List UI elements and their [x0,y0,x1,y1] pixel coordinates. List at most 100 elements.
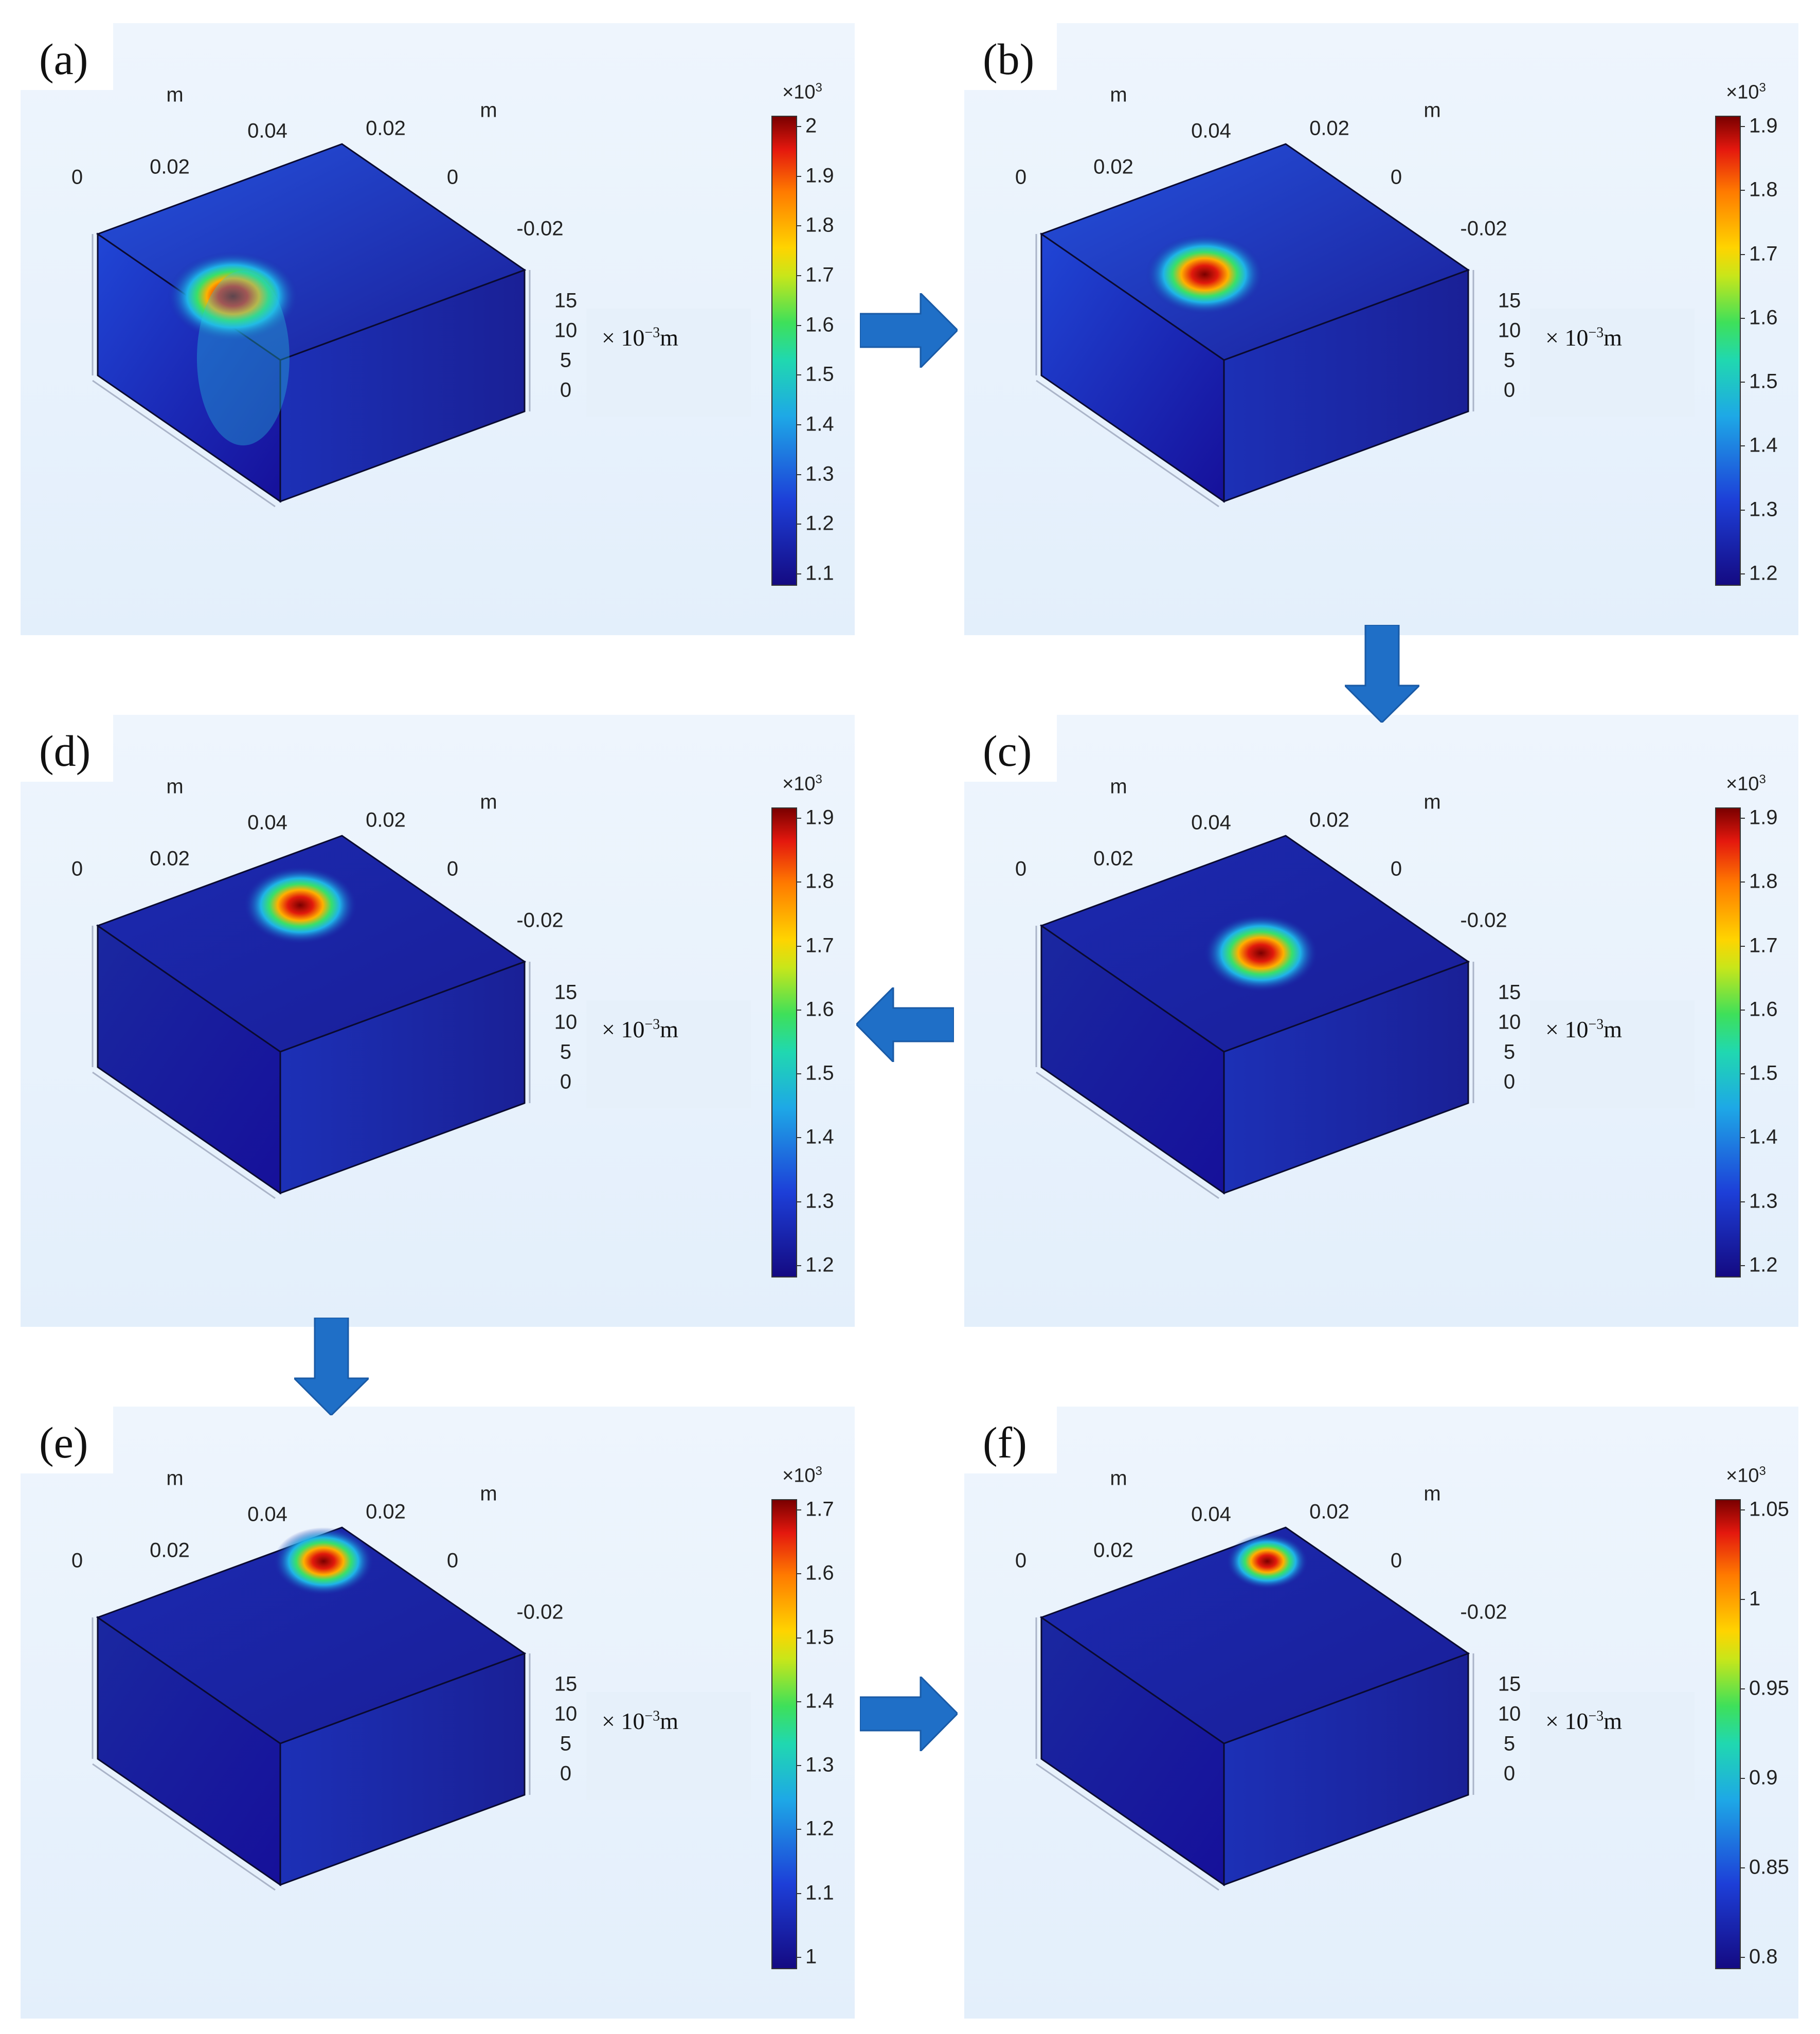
heat-source-spot [167,251,299,341]
arrow-right-e-to-f [860,1677,958,1751]
unit-base: × 10 [1545,325,1589,351]
panel-label-box: (b) [964,23,1057,90]
colorbar-tick-label: 1.7 [805,934,834,957]
colorbar-tick-label: 1.1 [805,1881,834,1904]
axis-unit-label: m [480,790,497,814]
colorbar-exponent: ×103 [782,1464,822,1487]
axis-tick-label: 0 [446,166,459,189]
colorbar-tick-label: 0.95 [1749,1677,1789,1700]
colorbar-tick-label: 1.3 [805,1753,834,1776]
panel-label-box: (d) [21,715,113,782]
colorbar-tick-mark [1740,445,1745,447]
z-tick-label: 5 [560,1040,572,1064]
panel-label: (f) [983,1418,1027,1467]
heat-source-spot [1227,1533,1308,1589]
colorbar-tick-label: 1.5 [805,1626,834,1649]
axis-tick-label: 0 [71,1549,83,1572]
z-unit-label: × 10−3m [1545,324,1622,351]
cube-plot [92,143,531,508]
x-axis-line [1036,1763,1219,1891]
colorbar-exp-sup: 3 [815,81,822,95]
colorbar [771,1499,797,1969]
colorbar-tick-mark [1740,1599,1745,1600]
axis-tick-label: 0 [71,166,83,189]
colorbar-tick-mark [1740,573,1745,574]
colorbar-tick-label: 1.4 [1749,434,1778,457]
colorbar-tick-label: 2 [805,114,817,137]
z-tick-label: 5 [1503,349,1516,372]
z-tick-label: 0 [1503,1762,1516,1785]
colorbar-tick-label: 1.4 [805,1689,834,1713]
axis-unit-label: m [480,99,497,122]
cube-top-face [1039,1526,1470,1744]
axis-tick-label: 0.02 [1309,808,1349,832]
panel-b: (b) m 0.04 0.02 m 0 0.02 0 -0.02 15 10 5 0 × 10−3m ×10… [964,23,1798,635]
panel-label-box: (c) [964,715,1057,782]
panel-label: (e) [39,1418,88,1467]
colorbar-tick-label: 1.6 [1749,306,1778,329]
axis-tick-label: 0 [446,1549,459,1572]
panel-label-box: (a) [21,23,113,90]
axis-tick-label: 0.02 [1309,117,1349,140]
colorbar-tick-mark [796,225,801,227]
colorbar-tick-mark [796,1509,801,1510]
z-tick-label: 15 [554,1672,578,1696]
colorbar-tick-mark [1740,945,1745,947]
colorbar-exp-sup: 3 [1759,81,1766,95]
colorbar-tick-mark [796,1265,801,1266]
colorbar-exp-base: ×10 [1726,81,1759,103]
colorbar-tick-mark [1740,190,1745,191]
x-axis-line [92,380,276,508]
colorbar-exp-sup: 3 [1759,1464,1766,1478]
unit-box [1530,309,1695,417]
colorbar-exp-sup: 3 [815,772,822,786]
x-axis-line [92,1763,276,1891]
z-tick-label: 10 [1498,1702,1521,1725]
cube-plot [1035,143,1474,508]
heat-diffusion-glow [196,271,290,446]
heat-source-spot [274,1527,373,1595]
colorbar-tick-label: 1.9 [805,806,834,829]
z-tick-label: 0 [560,1762,572,1785]
x-axis-line [1036,1071,1219,1199]
colorbar-tick-label: 1 [805,1945,817,1968]
colorbar-tick-label: 1.5 [805,363,834,386]
cube-plot [1035,835,1474,1199]
colorbar-tick-label: 1.3 [1749,1190,1778,1213]
colorbar-tick-label: 1.2 [1749,562,1778,585]
colorbar-tick-mark [1740,1509,1745,1510]
z-tick-label: 5 [560,349,572,372]
colorbar-tick-label: 1 [1749,1587,1761,1610]
colorbar-tick-label: 0.8 [1749,1945,1778,1968]
colorbar-tick-mark [796,275,801,276]
colorbar [771,116,797,586]
unit-base: × 10 [1545,1016,1589,1042]
unit-tail: m [1603,1016,1623,1042]
colorbar-tick-label: 1.2 [805,1817,834,1840]
panel-e: (e) m 0.04 0.02 m 0 0.02 0 -0.02 15 10 5 0 × 10−3m ×10… [21,1407,855,2019]
arrow-down-b-to-c [1345,625,1419,723]
axis-tick-label: 0 [1390,1549,1402,1572]
colorbar-exponent: ×103 [1726,772,1766,796]
z-tick-label: 5 [1503,1040,1516,1064]
unit-exponent: −3 [1588,1016,1604,1033]
axis-unit-label: m [166,1467,184,1490]
colorbar [1715,1499,1741,1969]
colorbar-tick-label: 1.4 [805,1125,834,1148]
unit-box [1530,1000,1695,1108]
colorbar-tick-label: 1.5 [805,1061,834,1085]
z-tick-label: 15 [1498,981,1521,1004]
colorbar-tick-mark [796,424,801,425]
colorbar-tick-mark [1740,1073,1745,1075]
unit-box [586,309,751,417]
z-tick-label: 15 [554,981,578,1004]
colorbar-tick-mark [796,1137,801,1139]
heat-source-spot [1146,234,1264,315]
unit-tail: m [1603,325,1623,351]
colorbar-exp-base: ×10 [782,1465,816,1487]
z-unit-label: × 10−3m [602,324,678,351]
colorbar [1715,116,1741,586]
colorbar-exp-base: ×10 [1726,773,1759,795]
cube-plot [92,1526,531,1891]
z-tick-label: 10 [1498,1011,1521,1034]
